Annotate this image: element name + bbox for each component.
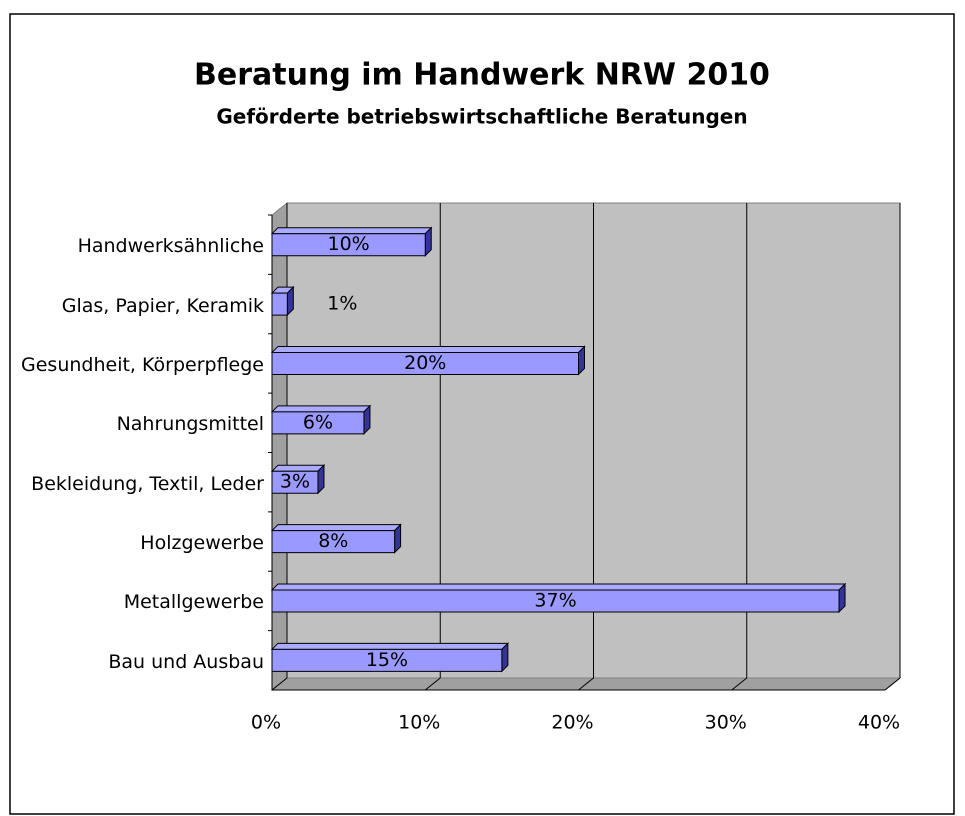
y-tick-label: Bau und Ausbau bbox=[108, 650, 264, 673]
y-tick-label: Handwerksähnliche bbox=[77, 235, 264, 258]
data-label: 10% bbox=[328, 233, 370, 255]
data-label: 3% bbox=[280, 471, 310, 493]
y-tick-label: Gesundheit, Körperpflege bbox=[21, 353, 264, 376]
bar-face bbox=[271, 411, 365, 435]
x-tick-label: 40% bbox=[858, 712, 900, 734]
bar-face bbox=[271, 292, 288, 316]
bar bbox=[270, 463, 326, 495]
data-label: 15% bbox=[366, 649, 408, 671]
y-tick-label: Metallgewerbe bbox=[123, 591, 264, 614]
bar-face bbox=[271, 589, 840, 613]
bar-face bbox=[271, 648, 503, 672]
bar-face bbox=[271, 351, 579, 375]
x-tick-label: 30% bbox=[705, 712, 747, 734]
x-tick-label: 0% bbox=[251, 712, 281, 734]
y-tick-label: Nahrungsmittel bbox=[116, 413, 264, 436]
bar bbox=[270, 404, 372, 436]
data-label: 1% bbox=[327, 293, 357, 315]
y-tick-label: Glas, Papier, Keramik bbox=[61, 294, 264, 317]
chart-subtitle: Geförderte betriebswirtschaftliche Berat… bbox=[216, 105, 747, 129]
data-label: 8% bbox=[318, 530, 348, 552]
y-tick-label: Bekleidung, Textil, Leder bbox=[31, 472, 264, 495]
bar bbox=[270, 226, 433, 257]
bar bbox=[270, 582, 847, 614]
bar bbox=[270, 642, 510, 673]
bar-face bbox=[271, 530, 396, 554]
y-tick-label: Holzgewerbe bbox=[140, 532, 264, 555]
bar bbox=[270, 345, 586, 376]
bar-face bbox=[271, 470, 319, 494]
x-tick bbox=[424, 677, 441, 691]
data-label: 37% bbox=[534, 589, 576, 611]
bar-face bbox=[271, 233, 426, 257]
x-tick bbox=[578, 677, 594, 691]
bar bbox=[270, 285, 295, 317]
x-tick-label: 20% bbox=[551, 712, 593, 734]
chart-title: Beratung im Handwerk NRW 2010 bbox=[194, 58, 770, 93]
side-wall bbox=[271, 201, 288, 692]
bar bbox=[270, 523, 402, 554]
x-tick bbox=[731, 677, 748, 691]
x-tick bbox=[271, 677, 288, 691]
x-tick-label: 10% bbox=[398, 712, 440, 734]
data-label: 6% bbox=[303, 411, 333, 433]
x-tick bbox=[884, 677, 901, 691]
data-label: 20% bbox=[404, 352, 446, 374]
